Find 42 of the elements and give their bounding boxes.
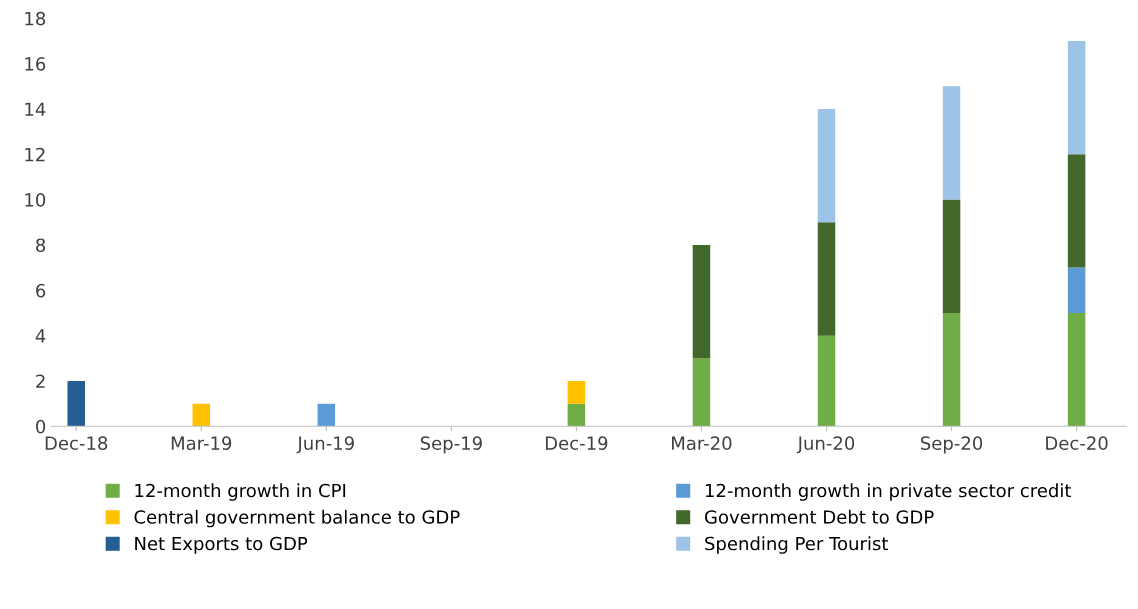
bar bbox=[1067, 267, 1086, 313]
bar bbox=[192, 403, 211, 427]
bar bbox=[942, 199, 961, 313]
x-tick-label: Mar-20 bbox=[672, 436, 732, 450]
y-tick-label: 12 bbox=[25, 147, 45, 162]
y-tick-label: 0 bbox=[36, 419, 46, 434]
x-tick-label: Jun-19 bbox=[296, 436, 354, 454]
y-tick-label: 6 bbox=[36, 283, 46, 298]
x-tick-label: Mar-19 bbox=[171, 436, 232, 450]
legend-label: Government Debt to GDP bbox=[704, 509, 934, 524]
bar bbox=[1067, 40, 1086, 155]
y-tick-label: 14 bbox=[25, 102, 46, 116]
bar bbox=[942, 312, 961, 427]
legend-label: Central government balance to GDP bbox=[134, 509, 460, 528]
y-tick-label: 4 bbox=[35, 329, 46, 343]
bar bbox=[692, 244, 711, 359]
bar bbox=[1067, 312, 1086, 427]
bar bbox=[692, 358, 711, 427]
x-tick-label: Dec-20 bbox=[1046, 436, 1108, 450]
legend-label: 12-month growth in private sector credit bbox=[705, 483, 1072, 501]
bar bbox=[817, 335, 836, 427]
legend-label: 12-month growth in CPI bbox=[135, 483, 346, 501]
bar bbox=[942, 86, 961, 200]
y-tick-label: 8 bbox=[36, 238, 46, 253]
x-tick-label: Dec-18 bbox=[45, 436, 108, 450]
bar bbox=[567, 403, 586, 427]
bar bbox=[817, 222, 836, 336]
bar bbox=[567, 380, 586, 404]
legend-label: Spending Per Tourist bbox=[705, 536, 889, 554]
bar bbox=[67, 380, 85, 427]
y-tick-label: 16 bbox=[25, 57, 46, 71]
y-tick-label: 2 bbox=[36, 374, 45, 388]
legend-label: Net Exports to GDP bbox=[135, 536, 308, 554]
x-tick-label: Sep-20 bbox=[920, 436, 983, 454]
x-tick-label: Sep-19 bbox=[420, 436, 482, 454]
y-tick-label: 10 bbox=[25, 193, 46, 207]
bar bbox=[1067, 154, 1086, 268]
x-tick-label: Jun-20 bbox=[796, 436, 855, 454]
x-tick-label: Dec-19 bbox=[545, 436, 608, 450]
y-tick-label: 18 bbox=[25, 11, 46, 26]
bar bbox=[817, 108, 836, 223]
bar bbox=[317, 403, 336, 427]
